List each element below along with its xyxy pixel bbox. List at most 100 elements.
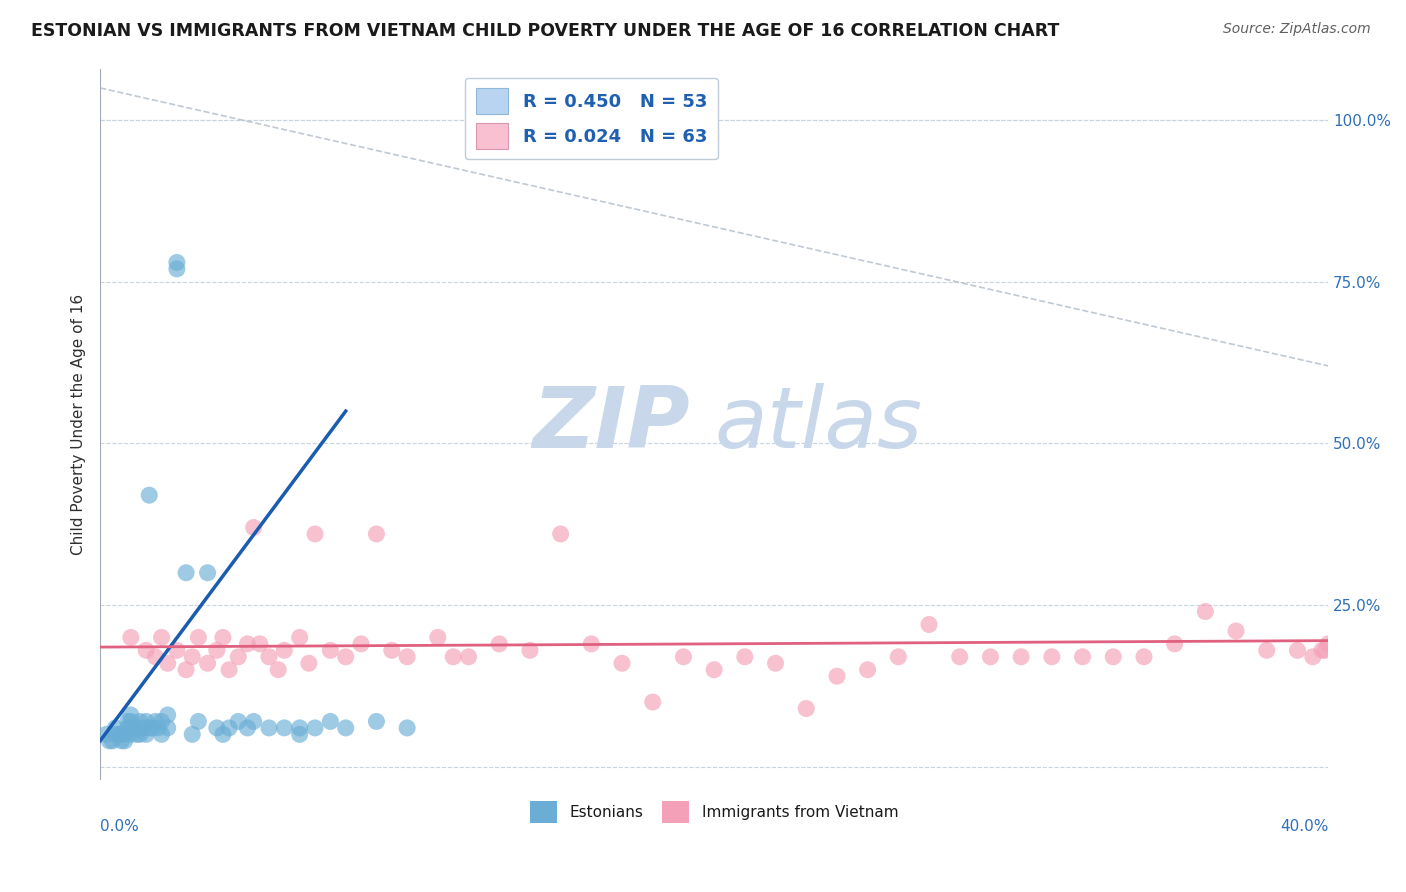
Point — [1133, 649, 1156, 664]
Point — [111, 727, 134, 741]
Point — [1040, 649, 1063, 664]
Point — [145, 649, 167, 664]
Point — [120, 727, 142, 741]
Point — [166, 643, 188, 657]
Point — [1102, 649, 1125, 664]
Point — [257, 649, 280, 664]
Point — [426, 631, 449, 645]
Point — [288, 727, 311, 741]
Point — [96, 727, 118, 741]
Point — [138, 488, 160, 502]
Point — [1194, 605, 1216, 619]
Point — [174, 566, 197, 580]
Point — [1310, 643, 1333, 657]
Point — [825, 669, 848, 683]
Point — [979, 649, 1001, 664]
Point — [135, 714, 157, 729]
Point — [441, 649, 464, 664]
Point — [226, 714, 249, 729]
Point — [104, 721, 127, 735]
Point — [120, 714, 142, 729]
Point — [335, 721, 357, 735]
Point — [242, 714, 264, 729]
Point — [212, 727, 235, 741]
Point — [129, 714, 152, 729]
Point — [366, 714, 388, 729]
Point — [1302, 649, 1324, 664]
Point — [205, 643, 228, 657]
Point — [1286, 643, 1309, 657]
Point — [794, 701, 817, 715]
Point — [765, 657, 787, 671]
Point — [166, 255, 188, 269]
Text: 40.0%: 40.0% — [1279, 819, 1329, 834]
Point — [249, 637, 271, 651]
Point — [174, 663, 197, 677]
Point — [218, 663, 240, 677]
Point — [117, 721, 139, 735]
Point — [581, 637, 603, 651]
Point — [1225, 624, 1247, 638]
Point — [187, 714, 209, 729]
Point — [120, 721, 142, 735]
Point — [104, 727, 127, 741]
Point — [703, 663, 725, 677]
Point — [156, 721, 179, 735]
Point — [672, 649, 695, 664]
Point — [150, 631, 173, 645]
Point — [145, 714, 167, 729]
Point — [304, 721, 326, 735]
Point — [1163, 637, 1185, 651]
Point — [107, 727, 129, 741]
Point — [156, 657, 179, 671]
Point — [135, 727, 157, 741]
Point — [610, 657, 633, 671]
Point — [273, 643, 295, 657]
Text: 0.0%: 0.0% — [100, 819, 139, 834]
Point — [1010, 649, 1032, 664]
Point — [226, 649, 249, 664]
Point — [205, 721, 228, 735]
Point — [350, 637, 373, 651]
Point — [114, 734, 136, 748]
Point — [242, 520, 264, 534]
Point — [132, 721, 155, 735]
Point — [117, 714, 139, 729]
Point — [396, 721, 419, 735]
Point — [150, 727, 173, 741]
Point — [856, 663, 879, 677]
Point — [488, 637, 510, 651]
Point — [1256, 643, 1278, 657]
Point — [120, 708, 142, 723]
Point — [166, 261, 188, 276]
Point — [156, 708, 179, 723]
Text: ZIP: ZIP — [531, 383, 689, 466]
Point — [1317, 637, 1340, 651]
Point — [298, 657, 321, 671]
Point — [129, 727, 152, 741]
Point — [273, 721, 295, 735]
Point — [150, 714, 173, 729]
Point — [319, 643, 342, 657]
Point — [236, 721, 259, 735]
Point — [335, 649, 357, 664]
Point — [141, 721, 163, 735]
Point — [366, 527, 388, 541]
Point — [125, 727, 148, 741]
Point — [98, 734, 121, 748]
Point — [148, 721, 170, 735]
Point — [918, 617, 941, 632]
Point — [550, 527, 572, 541]
Point — [181, 649, 204, 664]
Legend: Estonians, Immigrants from Vietnam: Estonians, Immigrants from Vietnam — [524, 795, 904, 829]
Y-axis label: Child Poverty Under the Age of 16: Child Poverty Under the Age of 16 — [72, 293, 86, 555]
Point — [218, 721, 240, 735]
Point — [101, 734, 124, 748]
Point — [1071, 649, 1094, 664]
Point — [267, 663, 290, 677]
Point — [197, 566, 219, 580]
Point — [396, 649, 419, 664]
Point — [135, 643, 157, 657]
Point — [212, 631, 235, 645]
Text: atlas: atlas — [714, 383, 922, 466]
